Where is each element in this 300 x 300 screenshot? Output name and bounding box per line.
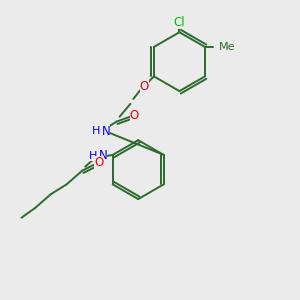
- Text: N: N: [101, 125, 110, 138]
- Text: O: O: [94, 156, 103, 169]
- Text: N: N: [98, 149, 107, 162]
- Text: Me: Me: [219, 42, 235, 52]
- Text: O: O: [140, 80, 149, 93]
- Text: H: H: [88, 151, 97, 161]
- Text: H: H: [92, 126, 100, 136]
- Text: O: O: [130, 109, 139, 122]
- Text: Cl: Cl: [174, 16, 185, 29]
